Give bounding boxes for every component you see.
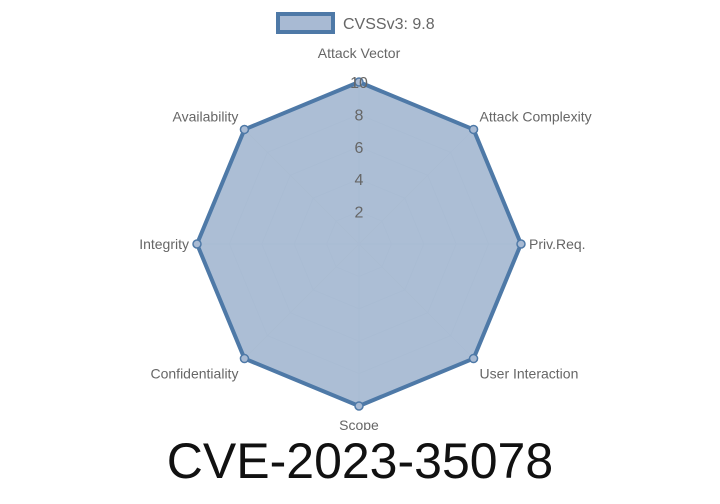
axis-label: Attack Complexity: [480, 108, 592, 124]
tick-label: 2: [355, 205, 364, 222]
axis-label: Availability: [173, 108, 239, 124]
tick-label: 10: [350, 75, 368, 92]
data-point: [354, 401, 364, 411]
axis-label: Integrity: [139, 236, 189, 252]
data-point: [468, 353, 479, 364]
axis-label: Priv.Req.: [529, 236, 586, 252]
data-point: [468, 124, 479, 135]
data-point: [516, 239, 526, 249]
legend-label: CVSSv3: 9.8: [343, 16, 435, 33]
axis-label: User Interaction: [480, 366, 579, 382]
data-point: [354, 77, 364, 87]
data-point: [192, 239, 202, 249]
axis-label: Confidentiality: [151, 366, 239, 382]
legend-swatch: [276, 12, 335, 34]
axis-label: Scope: [339, 417, 379, 430]
tick-label: 4: [355, 172, 364, 189]
cve-title: CVE-2023-35078: [166, 433, 554, 489]
axis-label: Attack Vector: [318, 45, 401, 61]
radar-chart: 2 4 6 8 10 Attack Vector Attack Complexity Priv…: [139, 12, 592, 430]
tick-label: 6: [355, 140, 364, 157]
data-point: [239, 353, 250, 364]
data-point: [239, 124, 250, 135]
tick-label: 8: [355, 107, 364, 124]
